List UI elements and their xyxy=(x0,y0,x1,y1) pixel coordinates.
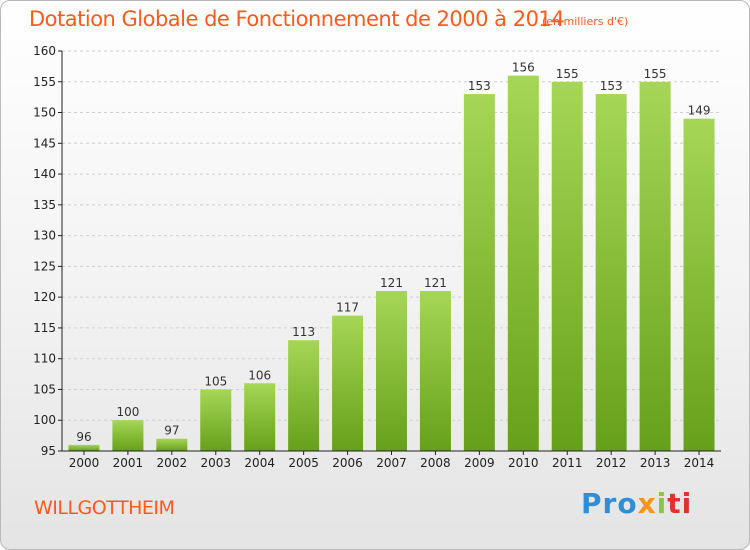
bar xyxy=(551,81,583,452)
data-label: 153 xyxy=(468,79,491,93)
y-tick-label: 130 xyxy=(33,229,56,243)
y-tick-label: 125 xyxy=(33,259,56,273)
logo-part-2: x xyxy=(637,487,657,520)
x-tick-label: 2003 xyxy=(200,456,231,470)
x-tick-label: 2006 xyxy=(332,456,363,470)
bar xyxy=(463,94,495,452)
data-label: 117 xyxy=(336,301,359,315)
y-tick-label: 135 xyxy=(33,198,56,212)
x-tick-label: 2012 xyxy=(596,456,627,470)
y-tick-label: 110 xyxy=(33,352,56,366)
x-tick-label: 2000 xyxy=(69,456,100,470)
logo-part-4: ti xyxy=(667,487,693,520)
data-label: 100 xyxy=(116,405,139,419)
commune-name: WILLGOTTHEIM xyxy=(34,497,175,519)
logo-part-3: i xyxy=(656,487,668,520)
x-tick-label: 2014 xyxy=(684,456,715,470)
y-tick-label: 155 xyxy=(33,75,56,89)
bar xyxy=(68,444,100,451)
chart-subtitle: (en milliers d'€) xyxy=(542,15,629,28)
x-tick-label: 2002 xyxy=(157,456,188,470)
logo-part-1: Pro xyxy=(581,487,638,520)
bar xyxy=(683,118,715,451)
bar xyxy=(376,291,407,451)
y-tick-label: 95 xyxy=(41,444,56,458)
bar xyxy=(112,420,144,451)
y-tick-label: 150 xyxy=(33,106,56,120)
data-label: 121 xyxy=(380,276,403,290)
x-tick-label: 2008 xyxy=(420,456,451,470)
data-label: 105 xyxy=(204,374,227,388)
y-tick-label: 140 xyxy=(33,167,56,181)
y-tick-label: 100 xyxy=(33,413,56,427)
bar xyxy=(595,94,627,452)
y-tick-label: 120 xyxy=(33,290,56,304)
x-tick-label: 2007 xyxy=(376,456,407,470)
data-label: 153 xyxy=(600,79,623,93)
proxiti-logo: Proxiti xyxy=(581,487,692,520)
x-tick-label: 2009 xyxy=(464,456,495,470)
x-tick-label: 2010 xyxy=(508,456,539,470)
bar xyxy=(507,75,539,451)
bar xyxy=(200,389,232,451)
y-tick-label: 105 xyxy=(33,382,56,396)
x-tick-label: 2001 xyxy=(113,456,144,470)
bar xyxy=(419,291,451,451)
data-label: 97 xyxy=(164,424,179,438)
x-tick-label: 2011 xyxy=(552,456,583,470)
data-label: 113 xyxy=(292,325,315,339)
data-label: 155 xyxy=(644,67,667,81)
data-label: 149 xyxy=(688,104,711,118)
bar xyxy=(244,383,276,451)
chart-title: Dotation Globale de Fonctionnement de 20… xyxy=(29,7,565,31)
bar xyxy=(156,438,188,451)
x-tick-label: 2013 xyxy=(640,456,671,470)
y-tick-label: 115 xyxy=(33,321,56,335)
y-tick-label: 160 xyxy=(33,44,56,58)
data-label: 106 xyxy=(248,368,271,382)
x-tick-label: 2005 xyxy=(288,456,319,470)
data-label: 96 xyxy=(76,430,91,444)
bar xyxy=(288,340,320,451)
bar xyxy=(332,315,364,451)
x-tick-label: 2004 xyxy=(244,456,275,470)
y-tick-label: 145 xyxy=(33,136,56,150)
bar xyxy=(639,81,671,452)
data-label: 121 xyxy=(424,276,447,290)
data-label: 155 xyxy=(556,67,579,81)
data-label: 156 xyxy=(512,61,535,75)
